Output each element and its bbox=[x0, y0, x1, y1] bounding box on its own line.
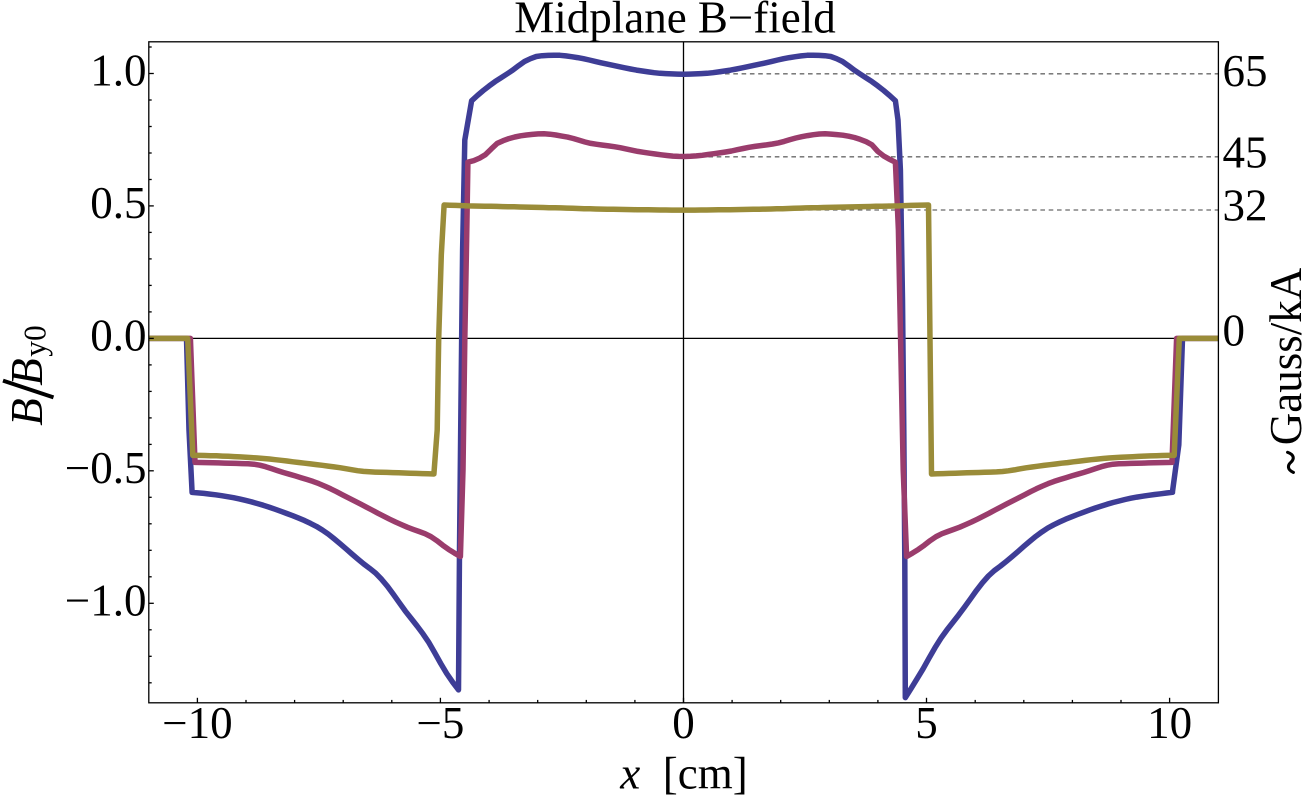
svg-text:Midplane B−field: Midplane B−field bbox=[514, 0, 836, 43]
svg-text:Gauss/kA: Gauss/kA bbox=[1261, 267, 1311, 445]
svg-text:B: B bbox=[2, 398, 52, 426]
svg-text:−10: −10 bbox=[162, 698, 232, 748]
svg-text:y0: y0 bbox=[18, 325, 53, 357]
svg-text:0: 0 bbox=[1223, 306, 1246, 356]
svg-text:0.0: 0.0 bbox=[90, 310, 146, 360]
svg-text:0.5: 0.5 bbox=[90, 178, 146, 228]
svg-text:1.0: 1.0 bbox=[90, 46, 146, 96]
svg-text:45: 45 bbox=[1223, 128, 1268, 178]
svg-text:32: 32 bbox=[1223, 181, 1268, 231]
svg-text:−1.0: −1.0 bbox=[65, 575, 147, 625]
svg-text:x [cm]: x [cm] bbox=[619, 749, 747, 799]
svg-text:10: 10 bbox=[1147, 698, 1192, 748]
svg-text:−0.5: −0.5 bbox=[65, 443, 147, 493]
svg-text:0: 0 bbox=[672, 698, 695, 748]
svg-text:65: 65 bbox=[1223, 46, 1268, 96]
svg-text:−5: −5 bbox=[417, 698, 465, 748]
svg-text:5: 5 bbox=[915, 698, 938, 748]
